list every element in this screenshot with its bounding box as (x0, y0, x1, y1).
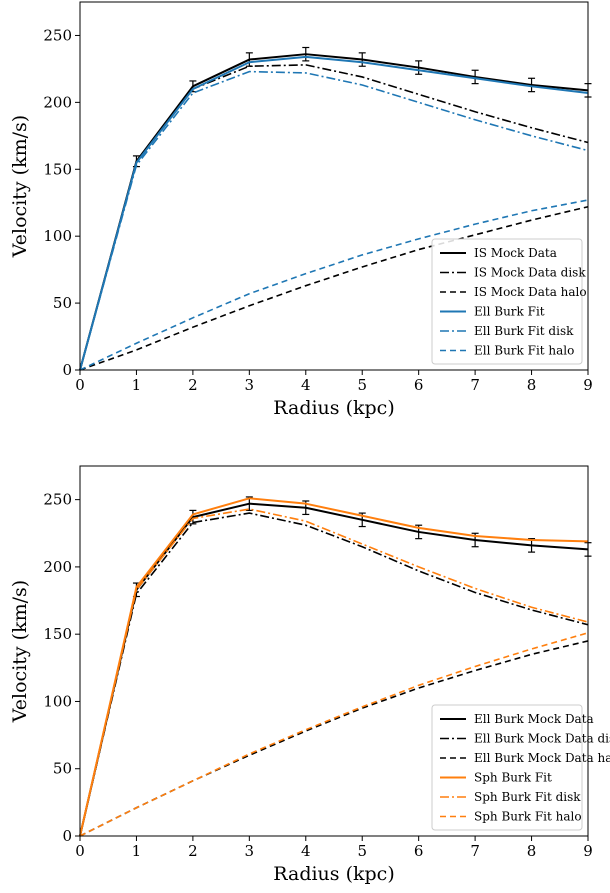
series-line-1-0 (79, 502, 589, 837)
legend-label: Ell Burk Fit (474, 305, 545, 319)
x-tick-label: 1 (132, 376, 142, 394)
legend-label: Sph Burk Fit disk (474, 790, 581, 804)
legend-label: IS Mock Data (474, 246, 557, 260)
x-tick-label: 2 (188, 842, 198, 860)
series-line-0-3 (79, 55, 589, 371)
y-tick-label: 200 (43, 558, 72, 576)
legend-box (431, 238, 583, 365)
y-tick-label: 150 (43, 625, 72, 643)
x-tick-label: 7 (470, 842, 480, 860)
legend-label: IS Mock Data disk (474, 266, 586, 280)
y-tick-label: 100 (43, 227, 72, 245)
legend-label: Ell Burk Mock Data disk (474, 732, 610, 746)
series-line-0-2 (79, 205, 589, 371)
x-axis-label: Radius (kpc) (273, 863, 394, 885)
x-tick-label: 4 (301, 376, 311, 394)
x-tick-label: 1 (132, 842, 142, 860)
legend-label: Sph Burk Fit halo (474, 810, 582, 824)
x-tick-label: 8 (527, 376, 537, 394)
x-tick-label: 6 (414, 842, 424, 860)
y-tick-label: 0 (62, 361, 72, 379)
y-axis-label: Velocity (km/s) (9, 580, 31, 723)
plot-frame (79, 1, 589, 371)
x-tick-label: 6 (414, 376, 424, 394)
y-tick-label: 150 (43, 160, 72, 178)
legend-label: IS Mock Data halo (474, 285, 587, 299)
legend-label: Ell Burk Mock Data halo (474, 751, 610, 765)
y-tick-label: 50 (53, 760, 72, 778)
legend-box (431, 704, 583, 831)
x-tick-label: 3 (245, 376, 255, 394)
series-line-0-0 (79, 53, 589, 371)
x-tick-label: 0 (75, 376, 85, 394)
legend-label: Sph Burk Fit (474, 771, 552, 785)
x-tick-label: 5 (357, 842, 367, 860)
x-tick-label: 9 (583, 842, 593, 860)
legend: Ell Burk Mock Data Ell Burk Mock Data dis… (431, 704, 610, 831)
y-tick-label: 200 (43, 93, 72, 111)
y-tick-label: 100 (43, 692, 72, 710)
series-line-1-4 (79, 508, 589, 837)
x-tick-label: 9 (583, 376, 593, 394)
x-tick-label: 5 (357, 376, 367, 394)
series-line-1-3 (79, 497, 589, 837)
x-tick-label: 0 (75, 842, 85, 860)
legend-label: Ell Burk Fit halo (474, 344, 574, 358)
series-line-1-1 (79, 512, 589, 837)
x-tick-label: 8 (527, 842, 537, 860)
bottom-velocity-chart: 0 1 2 3 4 5 6 7 8 9 0 50 100 150 200 250 Radius (kpc) Vel… (9, 465, 610, 885)
x-tick-label: 2 (188, 376, 198, 394)
y-tick-label: 250 (43, 26, 72, 44)
y-axis-label: Velocity (km/s) (9, 115, 31, 258)
legend: IS Mock Data IS Mock Data disk IS Mock Dat… (431, 238, 587, 365)
x-tick-label: 4 (301, 842, 311, 860)
y-tick-label: 50 (53, 294, 72, 312)
plot-frame (79, 465, 589, 837)
series-line-0-5 (79, 199, 589, 371)
y-tick-label: 250 (43, 491, 72, 509)
x-tick-label: 7 (470, 376, 480, 394)
x-axis-label: Radius (kpc) (273, 397, 394, 419)
y-tick-label: 0 (62, 827, 72, 845)
series-line-0-4 (79, 70, 589, 371)
series-line-1-5 (79, 632, 589, 837)
x-tick-label: 3 (245, 842, 255, 860)
legend-label: Ell Burk Mock Data (474, 712, 594, 726)
top-velocity-chart: 0 1 2 3 4 5 6 7 8 9 0 50 100 150 200 250 Radius (kpc) Vel… (9, 1, 593, 419)
legend-label: Ell Burk Fit disk (474, 324, 574, 338)
